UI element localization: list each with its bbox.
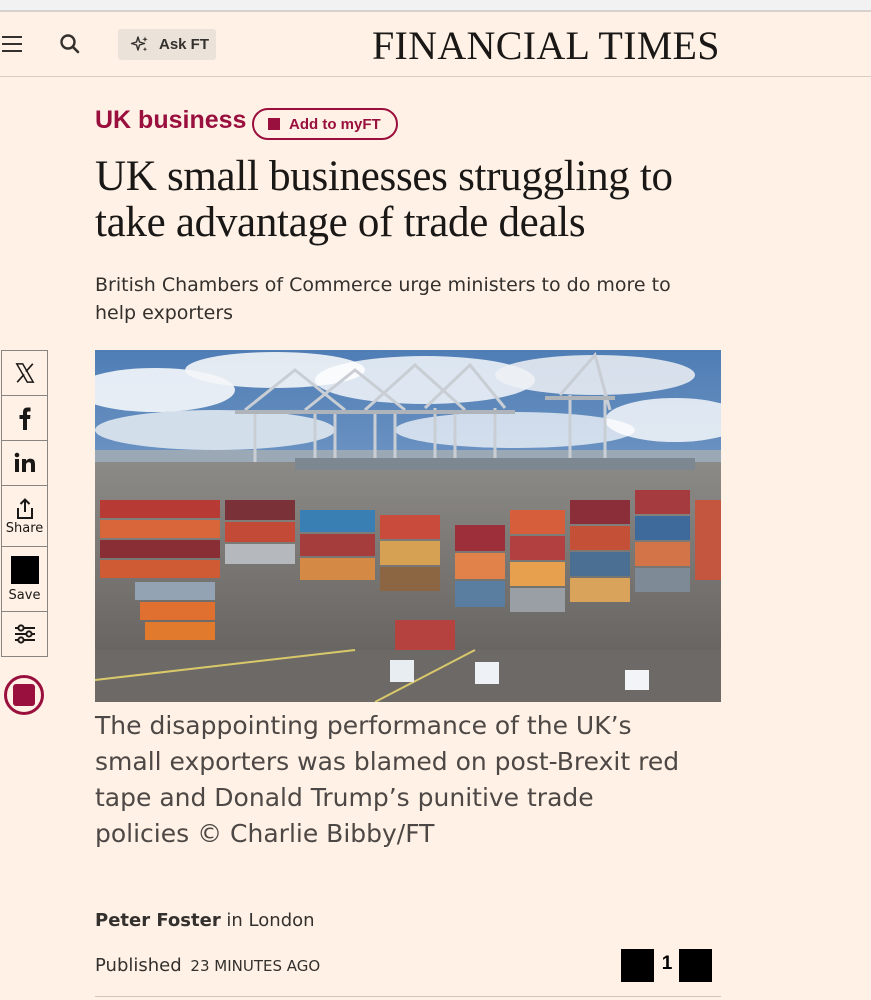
image-caption: The disappointing performance of the UK’… [95,711,680,848]
add-to-myft-button[interactable]: Add to myFT [252,108,398,140]
save-button[interactable]: Save [1,546,48,612]
ask-ft-label: Ask FT [159,36,210,53]
ft-logo[interactable]: FINANCIAL TIMES [372,23,720,68]
facebook-icon [19,407,30,430]
sparkle-icon [130,35,148,51]
article-headline: UK small businesses struggling to take a… [95,153,673,246]
published-timestamp: Published 23 MINUTES AGO [95,955,320,976]
share-button-label: Share [5,520,44,536]
preferences-button[interactable] [1,611,48,657]
byline-location: in London [220,910,315,931]
divider [95,996,721,997]
article-standfirst: British Chambers of Commerce urge minist… [95,274,671,324]
published-label: Published [95,955,182,976]
search-icon[interactable] [58,32,82,56]
myft-icon [13,684,35,706]
previous-block-button[interactable] [621,949,654,982]
share-button[interactable]: Share [1,485,48,547]
sliders-icon [14,624,35,644]
page-counter-number: 1 [661,953,673,974]
share-linkedin-button[interactable] [1,440,48,486]
x-logo-icon [14,363,35,383]
next-block-button[interactable] [679,949,712,982]
share-facebook-button[interactable] [1,395,48,441]
myft-floating-button[interactable] [4,675,44,715]
myft-square-icon [268,118,280,130]
save-button-label: Save [8,587,41,603]
container-port-cranes-photo [95,350,721,702]
page-counter: 1 [621,949,713,982]
save-icon [10,555,39,584]
browser-top-strip [0,0,871,12]
add-to-myft-label: Add to myFT [289,115,381,133]
share-x-button[interactable] [1,350,48,396]
linkedin-icon [14,452,35,472]
hamburger-menu-icon[interactable] [0,34,24,54]
article-image [95,350,721,702]
byline: Peter Foster in London [95,910,315,931]
published-time: 23 MINUTES AGO [190,957,321,975]
share-icon [16,497,33,519]
author-link[interactable]: Peter Foster [95,910,221,931]
ask-ft-button[interactable]: Ask FT [118,29,216,60]
section-link[interactable]: UK business [95,106,247,134]
site-header: Ask FT FINANCIAL TIMES [0,12,871,77]
